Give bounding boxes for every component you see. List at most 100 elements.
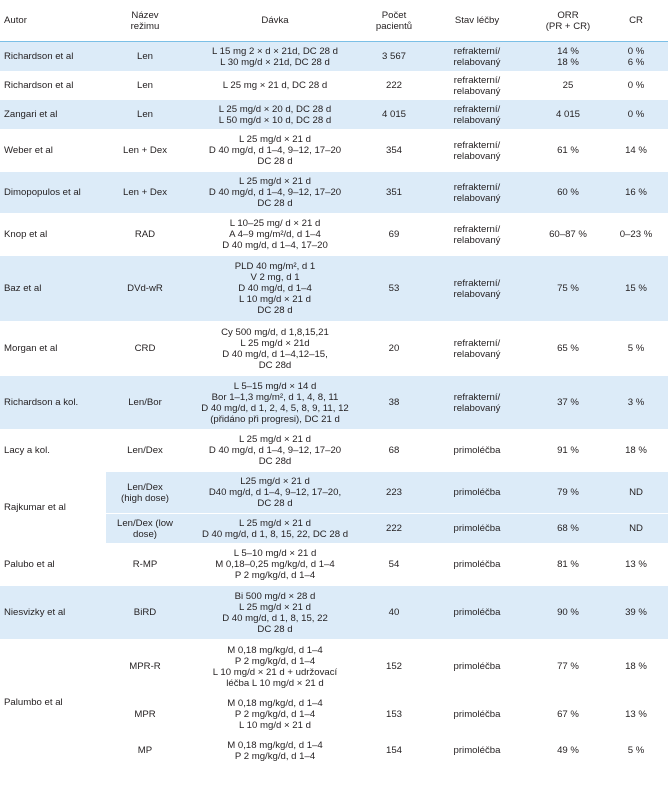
- header-cr-text: CR: [629, 15, 643, 26]
- cell-rezim-line: Len/Dex (low: [117, 517, 173, 529]
- cell-stav: refrakterní/relabovaný: [422, 321, 532, 376]
- cell-orr-line: 60–87 %: [549, 229, 587, 240]
- cell-autor: Weber et al: [0, 129, 106, 172]
- cell-orr: 75 %: [532, 255, 604, 322]
- cell-stav: refrakterní/relabovaný: [422, 99, 532, 130]
- cell-stav: primoléčba: [422, 639, 532, 694]
- cell-davka: L25 mg/d × 21 d D40 mg/d, d 1–4, 9–12, 17…: [184, 471, 366, 514]
- cell-stav-line: relabovaný: [453, 150, 501, 162]
- table-row: Richardson et al Len L 15 mg 2 × d × 21d, …: [0, 41, 668, 72]
- cell-stav-line: refrakterní/: [453, 277, 501, 289]
- table-row: MPR M 0,18 mg/kg/d, d 1–4 P 2 mg/kg/d, d 1…: [0, 693, 668, 736]
- header-pocet-line2: pacientů: [375, 20, 413, 32]
- cell-pocet: 351: [366, 171, 422, 214]
- cell-stav-line: primoléčba: [453, 709, 501, 720]
- cell-orr-line: 68 %: [557, 523, 579, 534]
- cell-stav-line: refrakterní/: [453, 391, 501, 403]
- cell-rezim-line: (high dose): [121, 492, 169, 504]
- cell-cr: ND: [604, 471, 668, 514]
- cell-cr: 14 %: [604, 129, 668, 172]
- cell-stav-line: refrakterní/: [453, 45, 501, 57]
- cell-stav: primoléčba: [422, 513, 532, 544]
- cell-stav: primoléčba: [422, 543, 532, 586]
- cell-davka-line: léčba L 10 mg/d × 21 d: [226, 677, 324, 689]
- cell-rezim: Len + Dex: [106, 129, 184, 172]
- cell-orr-line: 75 %: [557, 283, 579, 294]
- cell-stav-line: primoléčba: [453, 487, 501, 498]
- cell-stav-line: relabovaný: [453, 402, 501, 414]
- cell-orr: 67 %: [532, 693, 604, 736]
- header-autor-text: Autor: [4, 15, 27, 26]
- cell-orr-line: 25: [562, 80, 574, 91]
- cell-orr-line: 49 %: [557, 745, 579, 757]
- cell-orr-line: 65 %: [557, 343, 579, 354]
- table-body: Richardson et al Len L 15 mg 2 × d × 21d, …: [0, 41, 668, 766]
- cell-orr: 61 %: [532, 129, 604, 172]
- cell-cr-line: 0–23 %: [619, 229, 653, 240]
- table-row: Dimopopulos et al Len + Dex L 25 mg/d × 21…: [0, 171, 668, 214]
- cell-orr-line: 90 %: [557, 607, 579, 618]
- cell-rezim: DVd-wR: [106, 255, 184, 322]
- cell-davka: M 0,18 mg/kg/d, d 1–4 P 2 mg/kg/d, d 1–4 L…: [184, 639, 366, 694]
- cell-stav: refrakterní/relabovaný: [422, 71, 532, 100]
- cell-pocet: 68: [366, 429, 422, 472]
- cell-davka-line: P 2 mg/kg/d, d 1–4: [234, 655, 316, 667]
- cell-davka-line: D 40 mg/d, d 1–4, 17–20: [222, 240, 328, 251]
- cell-davka-line: L 15 mg 2 × d × 21d, DC 28 d: [211, 45, 339, 57]
- cell-davka-line: P 2 mg/kg/d, d 1–4: [234, 750, 316, 762]
- cell-orr-line: 61 %: [557, 145, 579, 156]
- cell-cr: 18 %: [604, 639, 668, 694]
- cell-stav-line: primoléčba: [453, 607, 501, 618]
- cell-stav-line: relabovaný: [453, 234, 501, 246]
- cell-rezim-line: MPR: [134, 709, 156, 720]
- cell-pocet: 38: [366, 375, 422, 430]
- header-rezim-line2: režimu: [130, 20, 160, 32]
- table-row: Zangari et al Len L 25 mg/d × 20 d, DC 28 …: [0, 99, 668, 130]
- cell-cr: 13 %: [604, 543, 668, 586]
- cell-pocet: 40: [366, 585, 422, 640]
- cell-cr-line: 18 %: [625, 661, 647, 672]
- cell-orr: 14 % 18 %: [532, 41, 604, 72]
- table-row: Richardson et al Len L 25 mg × 21 d, DC 28…: [0, 71, 668, 100]
- cell-davka-line: D 40 mg/d, d 1, 8, 15, 22: [222, 612, 328, 624]
- cell-stav: primoléčba: [422, 471, 532, 514]
- cell-davka-line: L 10 mg/d × 21 d: [239, 720, 311, 731]
- cell-orr-line: 79 %: [557, 487, 579, 498]
- cell-rezim-line: Len/Dex: [127, 445, 163, 456]
- cell-pocet: 4 015: [366, 99, 422, 130]
- header-orr: ORR (PR + CR): [532, 0, 604, 42]
- cell-davka-line: L 25 mg/d × 21 d: [239, 134, 311, 145]
- cell-cr-line: ND: [629, 523, 643, 534]
- header-davka: Dávka: [184, 0, 366, 42]
- cell-davka-line: Cy 500 mg/d, d 1,8,15,21: [221, 326, 329, 338]
- cell-pocet: 154: [366, 735, 422, 766]
- cell-orr-line: 4 015: [555, 109, 580, 120]
- cell-davka-line: D 40 mg/d, d 1, 2, 4, 5, 8, 9, 11, 12: [201, 402, 349, 414]
- cell-stav: primoléčba: [422, 693, 532, 736]
- header-stav-text: Stav léčby: [454, 15, 500, 26]
- cell-stav-line: primoléčba: [453, 559, 501, 570]
- cell-orr: 37 %: [532, 375, 604, 430]
- cell-stav-line: refrakterní/: [453, 337, 501, 349]
- cell-autor: Zangari et al: [0, 99, 106, 130]
- cell-pocet: 152: [366, 639, 422, 694]
- cell-stav-line: refrakterní/: [453, 139, 501, 151]
- cell-autor: Lacy a kol.: [0, 429, 106, 472]
- cell-rezim: MPR: [106, 693, 184, 736]
- cell-cr-line: 5 %: [627, 745, 645, 757]
- cell-rezim-line: Len: [136, 51, 153, 62]
- cell-cr-line: 13 %: [625, 709, 647, 720]
- cell-rezim: Len + Dex: [106, 171, 184, 214]
- cell-davka-line: PLD 40 mg/m², d 1: [234, 261, 316, 272]
- cell-cr: 3 %: [604, 375, 668, 430]
- cell-davka-line: L 25 mg × 21 d, DC 28 d: [222, 80, 328, 91]
- cell-cr-line: 14 %: [625, 145, 647, 156]
- cell-davka-line: L 10 mg/d × 21 d: [239, 294, 311, 305]
- cell-rezim: Len: [106, 71, 184, 100]
- cell-rezim-line: Len/Dex: [127, 481, 163, 493]
- cell-davka-line: P 2 mg/kg/d, d 1–4: [234, 570, 316, 581]
